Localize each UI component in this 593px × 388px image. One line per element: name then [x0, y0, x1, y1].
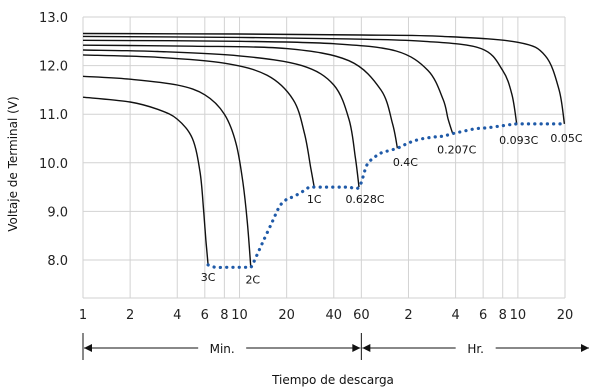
y-tick-label: 10.0 — [39, 157, 68, 172]
x-tick-label: 10 — [231, 308, 248, 323]
series-label: 1C — [307, 193, 322, 206]
arrowhead-left — [84, 344, 92, 352]
series-label: 2C — [245, 273, 260, 286]
x-tick-label: 20 — [557, 308, 574, 323]
y-tick-label: 13.0 — [39, 11, 68, 26]
y-axis-title: Voltaje de Terminal (V) — [6, 96, 20, 231]
x-tick-label: 8 — [220, 308, 228, 323]
x-tick-label: 8 — [499, 308, 507, 323]
series-label: 0.4C — [393, 156, 418, 169]
x-tick-label: 1 — [79, 308, 87, 323]
x-tick-label: 2 — [404, 308, 412, 323]
discharge-curve-0-093c — [82, 35, 518, 125]
y-tick-label: 8.0 — [47, 254, 68, 269]
x-tick-label: 40 — [326, 308, 343, 323]
y-tick-label: 11.0 — [39, 108, 68, 123]
arrowhead-right — [581, 344, 589, 352]
time-range-indicators: Min. Hr. — [82, 333, 589, 360]
x-tick-label: 60 — [353, 308, 370, 323]
x-tick-label: 20 — [278, 308, 295, 323]
x-tick-label: 10 — [510, 308, 527, 323]
discharge-curve-2c — [82, 75, 252, 268]
series-label: 0.093C — [499, 134, 538, 147]
y-tick-label: 9.0 — [47, 205, 68, 220]
y-axis-ticks: 8.0 9.0 10.0 11.0 12.0 13.0 — [39, 11, 68, 269]
discharge-curve-0-207c — [82, 39, 454, 134]
series-label: 3C — [201, 271, 216, 284]
range-label: Min. — [210, 342, 235, 356]
x-tick-label: 6 — [479, 308, 487, 323]
end-voltage-dotted-line — [206, 122, 566, 270]
discharge-curve-0-4c — [82, 44, 399, 149]
x-axis-title: Tiempo de descarga — [271, 373, 394, 387]
arrowhead-left — [362, 344, 371, 352]
discharge-curve-1c — [82, 54, 315, 188]
x-tick-label: 2 — [126, 308, 134, 323]
x-tick-label: 4 — [173, 308, 181, 323]
discharge-curve-0-05c — [82, 32, 566, 125]
series-label: 0.628C — [345, 193, 384, 206]
arrowhead-right — [352, 344, 361, 352]
end-voltage-line — [206, 122, 566, 270]
y-tick-label: 12.0 — [39, 60, 68, 75]
discharge-curve-3c — [82, 96, 209, 265]
range-label: Hr. — [467, 342, 484, 356]
series-label: 0.207C — [437, 144, 476, 157]
x-tick-label: 4 — [451, 308, 459, 323]
x-axis-ticks: 1 2 4 6 8 10 20 40 60 2 4 6 8 10 20 — [79, 308, 573, 323]
series-label: 0.05C — [550, 132, 582, 145]
series-labels: 3C 2C 1C 0.628C 0.4C 0.207C 0.093C 0.05C — [201, 132, 583, 286]
discharge-curves — [82, 32, 566, 268]
discharge-curve-0-628c — [82, 49, 360, 188]
grid — [82, 16, 566, 299]
x-tick-label: 6 — [201, 308, 209, 323]
